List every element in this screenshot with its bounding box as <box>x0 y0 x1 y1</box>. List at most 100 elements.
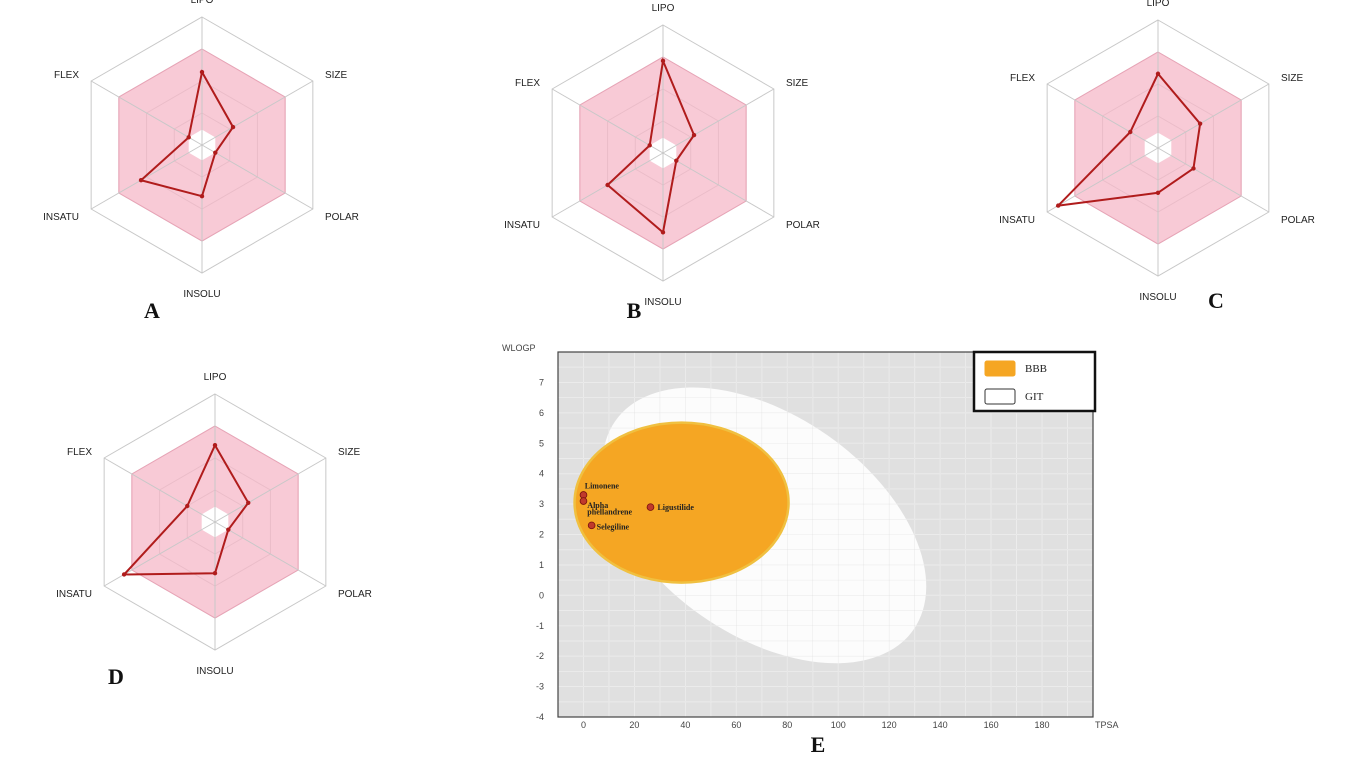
radar-a-axis-label-flex: FLEX <box>54 70 79 81</box>
radar-d-axis-label-flex: FLEX <box>67 447 92 458</box>
radar-d-axis-label-insolu: INSOLU <box>196 666 233 677</box>
radar-a-spoke-size <box>201 80 314 146</box>
radar-d-axis-label-insatu: INSATU <box>56 589 92 600</box>
radar-b-axis-label-flex: FLEX <box>515 78 540 89</box>
panel-label-c: C <box>1208 288 1224 313</box>
radar-d-axis-label-polar: POLAR <box>338 589 372 600</box>
egg-point-2 <box>646 503 655 511</box>
egg-y-axis-label: WLOGP <box>502 343 536 353</box>
radar-c-axis-label-flex: FLEX <box>1010 73 1035 84</box>
radar-b-axis-label-size: SIZE <box>786 78 809 89</box>
egg-point-1 <box>579 497 588 505</box>
egg-y-tick-label: -1 <box>536 621 544 631</box>
egg-y-tick-label: 6 <box>539 408 544 418</box>
panel-label-b: B <box>627 298 642 323</box>
egg-legend-label-git: GIT <box>1025 391 1044 403</box>
radar-d-point-flex <box>185 503 190 509</box>
radar-d-optimal-range <box>131 426 299 618</box>
panel-label-e: E <box>811 732 826 757</box>
radar-b-point-size <box>691 132 697 138</box>
radar-b-point-polar <box>674 158 679 163</box>
radar-c-axis-label-size: SIZE <box>1281 73 1304 84</box>
radar-c-point-polar <box>1191 166 1196 171</box>
radar-b-point-insolu <box>660 230 666 235</box>
radar-c-spoke-insatu <box>1046 147 1159 213</box>
egg-y-tick-label: -2 <box>536 651 544 661</box>
radar-a-optimal-range <box>118 49 286 241</box>
egg-x-tick-label: 60 <box>731 720 741 730</box>
egg-legend-swatch-git <box>984 388 1016 405</box>
radar-a-point-polar <box>213 150 218 155</box>
panel-label-d: D <box>108 664 124 689</box>
egg-point-label: Alpha <box>587 501 608 510</box>
radar-d-point-polar <box>226 527 231 532</box>
radar-b-optimal-range <box>579 57 747 249</box>
egg-x-tick-label: 20 <box>629 720 639 730</box>
radar-b-axis-label-insolu: INSOLU <box>644 297 681 308</box>
egg-y-tick-label: -3 <box>536 682 544 692</box>
radar-a-point-insatu <box>138 178 144 183</box>
radar-a-spoke-flex <box>90 80 203 146</box>
egg-legend-swatch-bbb <box>984 360 1016 377</box>
radar-c-point-size <box>1197 121 1203 126</box>
egg-y-tick-label: 3 <box>539 499 544 509</box>
radar-a-spoke-polar <box>201 144 314 210</box>
radar-chart-d: LIPO SIZE POLAR INSOLU INSATU FLEX <box>56 372 372 677</box>
egg-x-tick-label: 100 <box>831 720 846 730</box>
radar-c-axis-label-insolu: INSOLU <box>1139 292 1176 303</box>
egg-y-tick-label: 4 <box>539 469 544 479</box>
egg-x-tick-label: 140 <box>933 720 948 730</box>
radar-b-spoke-polar <box>662 152 775 218</box>
egg-point-label: Ligustilide <box>657 503 694 512</box>
radar-d-point-lipo <box>212 443 218 448</box>
egg-y-tick-label: 0 <box>539 590 544 600</box>
radar-a-axis-label-polar: POLAR <box>325 212 359 223</box>
radar-d-point-insatu <box>121 572 127 577</box>
radar-b-axis-label-lipo: LIPO <box>652 3 675 14</box>
radar-c-axis-label-polar: POLAR <box>1281 215 1315 226</box>
radar-chart-a: LIPO SIZE POLAR INSOLU INSATU FLEX <box>43 0 359 300</box>
radar-a-axis-label-insolu: INSOLU <box>183 289 220 300</box>
egg-y-tick-label: 5 <box>539 438 544 448</box>
radar-b-axis-label-polar: POLAR <box>786 220 820 231</box>
radar-c-point-flex <box>1128 129 1133 135</box>
egg-y-tick-label: -4 <box>536 712 544 722</box>
radar-b-spoke-size <box>662 88 775 154</box>
radar-d-point-insolu <box>212 571 218 576</box>
panel-label-a: A <box>144 298 160 323</box>
radar-d-point-size <box>246 500 251 505</box>
egg-x-tick-label: 160 <box>984 720 999 730</box>
radar-b-point-flex <box>647 143 652 148</box>
egg-point-3 <box>587 521 596 530</box>
egg-legend-label-bbb: BBB <box>1025 363 1047 375</box>
radar-c-optimal-range <box>1074 52 1242 244</box>
radar-c-axis-label-insatu: INSATU <box>999 215 1035 226</box>
radar-a-point-insolu <box>199 194 205 199</box>
radar-d-spoke-polar <box>214 521 327 587</box>
egg-y-tick-label: 1 <box>539 560 544 570</box>
egg-y-tick-label: 7 <box>539 377 544 387</box>
radar-a-point-lipo <box>199 69 205 75</box>
radar-a-point-flex <box>186 135 191 140</box>
radar-d-spoke-flex <box>103 457 216 523</box>
egg-point-label: Selegiline <box>597 522 630 531</box>
egg-x-axis-label: TPSA <box>1095 720 1119 730</box>
egg-plot-frame <box>557 351 1094 718</box>
radar-d-spoke-size <box>214 457 327 523</box>
radar-chart-b: LIPO SIZE POLAR INSOLU INSATU FLEX <box>504 3 820 308</box>
radar-c-spoke-size <box>1157 83 1270 149</box>
radar-c-point-insatu <box>1056 203 1061 208</box>
radar-c-spoke-flex <box>1046 83 1159 149</box>
egg-point-label: Limonene <box>585 482 620 491</box>
radar-a-axis-label-insatu: INSATU <box>43 212 79 223</box>
egg-bbb-region <box>573 421 790 584</box>
egg-x-tick-label: 40 <box>680 720 690 730</box>
radar-a-axis-label-size: SIZE <box>325 70 348 81</box>
radar-a-point-size <box>230 124 236 130</box>
radar-c-spoke-polar <box>1157 147 1270 213</box>
radar-c-axis-label-lipo: LIPO <box>1147 0 1170 9</box>
radar-b-spoke-flex <box>551 88 664 154</box>
radar-b-point-lipo <box>660 58 666 64</box>
egg-point-label: phellandrene <box>587 508 632 517</box>
boiled-egg-chart: 0 20 40 60 80 100 120 140 160 180 -4 -3 -2 -1 0 1 2 3 4 5 6 7… <box>502 343 1119 730</box>
